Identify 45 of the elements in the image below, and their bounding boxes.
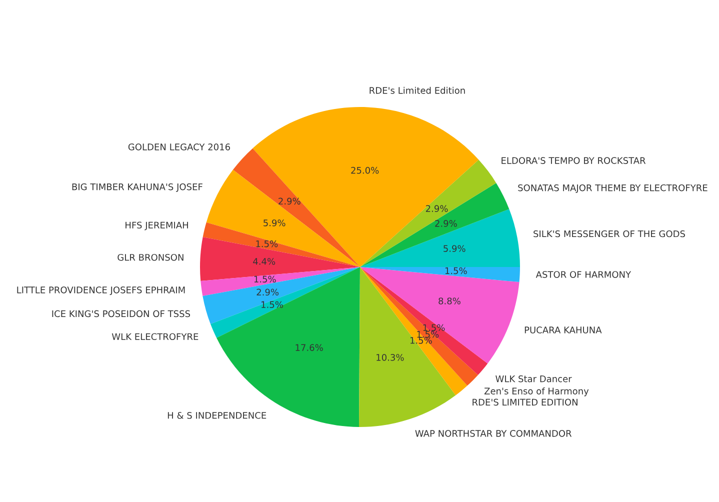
data-label: 8.8% [438, 298, 460, 304]
data-label: 1.5% [256, 240, 278, 248]
slice-label: PUCARA KAHUNA [524, 326, 602, 334]
slice-label: ELDORA'S TEMPO BY ROCKSTAR [502, 157, 646, 164]
slice-label: Zen's Enso of Harmony [484, 387, 589, 396]
slice-label: RDE'S LIMITED EDITION [472, 398, 578, 406]
data-label: 2.9% [435, 220, 457, 227]
data-label: 1.5% [445, 267, 467, 274]
data-label: 5.9% [264, 219, 286, 226]
pie-slice [360, 267, 488, 376]
pie-slice [360, 267, 520, 282]
slice-label: WLK Star Dancer [496, 375, 572, 382]
data-label: 2.9% [426, 205, 448, 212]
slice-label: BIG TIMBER KAHUNA'S JOSEF [72, 183, 202, 192]
pie-slice [360, 267, 478, 386]
data-label: 2.9% [256, 288, 279, 296]
slice-label: GLR BRONSON [118, 254, 184, 261]
slice-label: GOLDEN LEGACY 2016 [128, 144, 230, 150]
data-label: 4.4% [253, 258, 276, 265]
pie-slice [360, 182, 510, 267]
data-label: 25.0% [351, 166, 379, 174]
pie-slice [210, 267, 360, 338]
slice-label: WAP NORTHSTAR BY COMMANDOR [415, 430, 572, 437]
pie-slice [200, 237, 360, 282]
data-label: 1.5% [254, 276, 276, 283]
data-label: 17.6% [296, 344, 323, 351]
slice-label: LITTLE PROVIDENCE JOSEFS EPHRAIM [17, 286, 185, 295]
slice-label: ASTOR OF HARMONY [536, 271, 632, 278]
slice-label: SILK'S MESSENGER OF THE GODS [534, 230, 685, 238]
data-label: 10.3% [376, 354, 404, 361]
slice-label: SONATAS MAJOR THEME BY ELECTROFYRE [518, 184, 708, 193]
slice-label: ICE KING'S POSEIDON OF TSSS [52, 310, 190, 318]
data-label: 2.9% [278, 198, 300, 205]
pie-slice [360, 267, 468, 396]
data-label: 1.5% [262, 301, 283, 308]
data-label: 5.9% [444, 245, 466, 252]
data-label: 1.5% [410, 336, 432, 344]
pie-slice [200, 267, 360, 296]
pie-slice [202, 267, 360, 324]
pie-slice [360, 267, 520, 364]
slice-label: WLK ELECTROFYRE [112, 333, 198, 340]
slice-label: RDE's Limited Edition [370, 86, 465, 94]
data-label: 1.5% [417, 330, 439, 338]
slice-label: H & S INDEPENDENCE [168, 412, 266, 419]
slice-label: HFS JEREMIAH [126, 222, 188, 230]
